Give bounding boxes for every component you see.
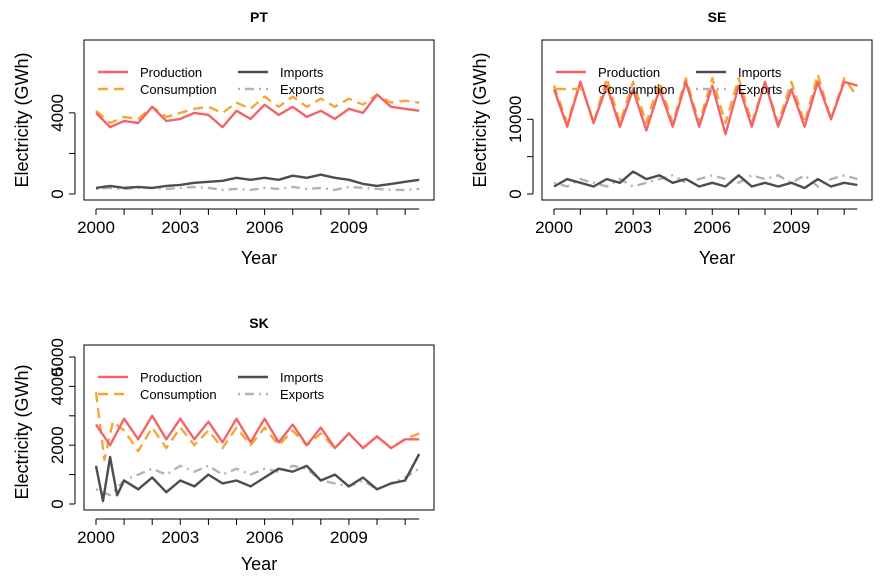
- panel-pt: PT Electricity (GWh) Year 2000 2003 2006 2009 0…: [12, 9, 435, 268]
- plot-frame: [541, 39, 873, 201]
- series-line-production: [552, 80, 858, 136]
- series-line-exports: [553, 174, 858, 188]
- y-tick-label: 4000: [48, 367, 67, 405]
- legend-label: Production: [140, 370, 202, 385]
- x-axis-label: Year: [241, 248, 277, 268]
- x-tick-label: 2000: [77, 218, 115, 237]
- y-axis-label: Electricity (GWh): [12, 53, 32, 188]
- x-tick-label: 2009: [330, 528, 368, 547]
- panel-sk: SK Electricity (GWh) Year 2000 2003 2006 2009 0…: [12, 315, 435, 574]
- x-tick-label: 2006: [246, 528, 284, 547]
- x-tick-label: 2009: [772, 218, 810, 237]
- legend-label: Imports: [280, 370, 324, 385]
- series-line-consumption: [552, 73, 859, 125]
- x-tick-label: 2003: [161, 528, 199, 547]
- series-line-imports: [94, 453, 421, 503]
- x-axis-label: Year: [241, 554, 277, 574]
- x-axis-label: Year: [699, 248, 735, 268]
- y-tick-label: 2000: [48, 426, 67, 464]
- x-tick-label: 2009: [330, 218, 368, 237]
- x-tick-label: 2000: [77, 528, 115, 547]
- legend-label: Imports: [738, 65, 782, 80]
- panel-se: SE Electricity (GWh) Year 2000 2003 2006 2009 0…: [470, 9, 873, 268]
- legend-label: Exports: [280, 387, 325, 402]
- x-tick-label: 2003: [161, 218, 199, 237]
- legend: Production Imports Consumption Exports: [98, 65, 325, 97]
- legend-label: Production: [140, 65, 202, 80]
- legend-label: Exports: [280, 82, 325, 97]
- y-tick-label: 0: [48, 189, 67, 198]
- panel-title: SE: [708, 9, 727, 25]
- x-tick-label: 2006: [246, 218, 284, 237]
- plot-frame: [83, 39, 435, 201]
- x-tick-label: 2006: [693, 218, 731, 237]
- y-tick-label: 4000: [48, 94, 67, 132]
- legend-label: Consumption: [140, 387, 217, 402]
- y-tick-label: 0: [48, 499, 67, 508]
- series-line-consumption: [95, 93, 420, 125]
- series-line-exports: [95, 464, 420, 497]
- y-tick-label: 5000: [48, 338, 67, 376]
- series-line-production: [95, 414, 420, 450]
- legend-label: Consumption: [140, 82, 217, 97]
- y-axis-label: Electricity (GWh): [12, 365, 32, 500]
- legend: Production Imports Consumption Exports: [556, 65, 783, 97]
- y-tick-label: 0: [506, 189, 525, 198]
- series-line-consumption: [94, 392, 420, 462]
- legend: Production Imports Consumption Exports: [98, 370, 325, 402]
- legend-label: Imports: [280, 65, 324, 80]
- panel-title: PT: [250, 9, 268, 25]
- series-line-imports: [553, 170, 858, 190]
- legend-label: Exports: [738, 82, 783, 97]
- legend-label: Production: [598, 65, 660, 80]
- y-tick-label: 10000: [506, 96, 525, 143]
- plot-frame: [83, 344, 435, 511]
- x-tick-label: 2003: [614, 218, 652, 237]
- panel-title: SK: [249, 315, 268, 331]
- series-line-production: [95, 93, 420, 129]
- x-tick-label: 2000: [535, 218, 573, 237]
- y-axis-label: Electricity (GWh): [470, 53, 490, 188]
- series-line-imports: [95, 173, 420, 190]
- legend-label: Consumption: [598, 82, 675, 97]
